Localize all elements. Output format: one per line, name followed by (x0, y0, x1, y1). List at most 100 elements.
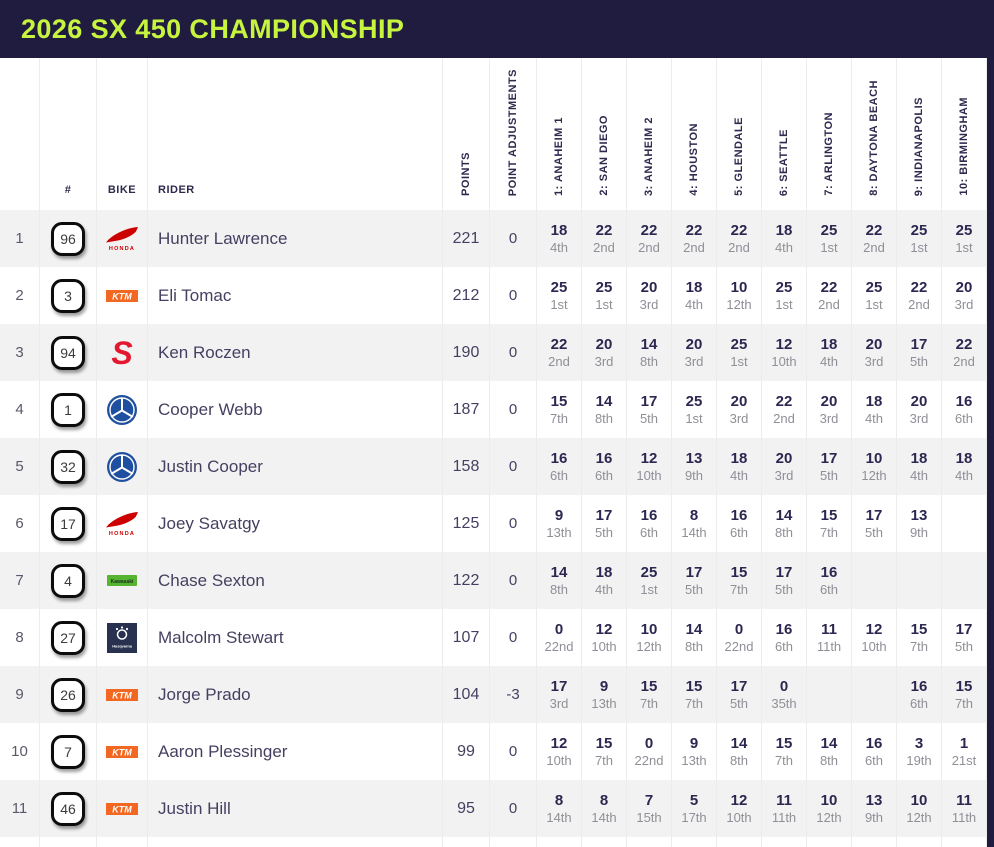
rider-name: Cooper Webb (158, 399, 263, 419)
svg-text:KTM: KTM (112, 804, 132, 814)
round-points: 10 (910, 791, 928, 809)
round-points: 20 (595, 335, 613, 353)
round-points: 8 (599, 791, 609, 809)
round-points: 17 (955, 620, 973, 638)
round-place: 7th (594, 752, 614, 768)
round-place: 6th (819, 581, 839, 597)
round-place: 14th (591, 809, 617, 825)
round-points: 14 (640, 335, 658, 353)
round-result-cell: 20 3rd (627, 267, 672, 324)
round-result-cell: 13 9th (897, 495, 942, 552)
rider-cell: Justin Cooper (148, 438, 443, 495)
svg-text:KTM: KTM (112, 291, 132, 301)
round-points: 22 (865, 221, 883, 239)
bike-cell: KTM (97, 723, 148, 780)
round-points: 25 (640, 563, 658, 581)
rider-name: Chase Sexton (158, 570, 265, 590)
round-place: 1st (955, 239, 973, 255)
round-points: 22 (955, 335, 973, 353)
rider-name: Jorge Prado (158, 684, 251, 704)
round-points: 25 (550, 278, 568, 296)
svg-text:S: S (111, 337, 133, 369)
bike-cell: Husqvarna (97, 609, 148, 666)
round-points: 16 (730, 506, 748, 524)
round-points: 20 (865, 335, 883, 353)
points-cell: 104 (443, 666, 490, 723)
points-column-header: POINTS (443, 58, 490, 210)
round-points: 20 (685, 335, 703, 353)
round-result-cell: 14 8th (807, 723, 852, 780)
round-result-cell: 18 4th (897, 438, 942, 495)
round-result-cell: 11 11th (762, 780, 807, 837)
rider-column-header: RIDER (148, 58, 443, 210)
round-place: 35th (771, 695, 797, 711)
round-points: 9 (599, 677, 609, 695)
round-result-cell: 14 8th (717, 723, 762, 780)
round-points: 17 (550, 677, 568, 695)
table-body: 1 96 HONDA Hunter Lawrence 221 0 18 4th … (0, 210, 987, 847)
round-points: 16 (640, 506, 658, 524)
round-place: 2nd (863, 239, 885, 255)
table-row: 8 27 Husqvarna Malcolm Stewart 107 0 0 2… (0, 609, 987, 666)
round-result-cell: 14 8th (762, 495, 807, 552)
rider-number-cell: 32 (40, 438, 97, 495)
round-result-cell: 13 9th (852, 780, 897, 837)
round-result-cell: 18 4th (762, 210, 807, 267)
round-result-cell-empty (897, 552, 942, 609)
round-result-cell: 17 5th (762, 552, 807, 609)
round-place: 11th (771, 809, 797, 825)
rider-number-badge: 46 (51, 791, 85, 826)
adjustments-cell: 0 (490, 324, 537, 381)
round-place: 1st (730, 353, 748, 369)
bike-cell: HONDA (97, 495, 148, 552)
round-place: 5th (864, 524, 884, 540)
round-place: 1st (595, 296, 613, 312)
round-place: 5th (639, 410, 659, 426)
round-result-cell-empty (717, 837, 762, 847)
adjustments-cell: 0 (490, 495, 537, 552)
table-row: 4 1 Cooper Webb 187 0 15 7th 14 8th (0, 381, 987, 438)
round-result-cell: 17 5th (807, 438, 852, 495)
honda-logo: HONDA (106, 226, 138, 252)
rank-cell: 6 (0, 495, 40, 552)
round-result-cell-empty (942, 552, 987, 609)
round-points: 13 (865, 791, 883, 809)
round-points: 10 (820, 791, 838, 809)
round-place: 5th (684, 581, 704, 597)
round-place: 1st (775, 296, 793, 312)
round-result-cell: 10 12th (852, 438, 897, 495)
round-result-cell: 8 14th (672, 495, 717, 552)
round-result-cell: 17 5th (582, 495, 627, 552)
round-points: 9 (689, 734, 699, 752)
round-points: 18 (685, 278, 703, 296)
round-place: 12th (726, 296, 752, 312)
round-result-cell: 15 7th (627, 666, 672, 723)
rider-cell: Chase Sexton (148, 552, 443, 609)
round-place: 4th (819, 353, 839, 369)
round-place: 8th (774, 524, 794, 540)
round-place: 19th (906, 752, 932, 768)
round-header-3: 3: ANAHEIM 2 (627, 58, 672, 210)
round-points: 12 (595, 620, 613, 638)
adjustments-cell: 0 (490, 438, 537, 495)
rank-cell: 11 (0, 780, 40, 837)
round-place: 7th (684, 695, 704, 711)
round-points: 10 (865, 449, 883, 467)
round-points: 25 (955, 221, 973, 239)
adjustments-cell: -3 (490, 666, 537, 723)
round-place: 2nd (638, 239, 660, 255)
round-place: 4th (909, 467, 929, 483)
round-points: 25 (730, 335, 748, 353)
round-header-9: 9: INDIANAPOLIS (897, 58, 942, 210)
round-points: 15 (550, 392, 568, 410)
round-place: 7th (819, 524, 839, 540)
round-result-cell-empty (762, 837, 807, 847)
round-place: 2nd (683, 239, 705, 255)
rider-number-cell: 3 (40, 267, 97, 324)
round-result-cell: 12 10th (582, 609, 627, 666)
round-result-cell: 20 3rd (852, 324, 897, 381)
round-place: 9th (684, 467, 704, 483)
round-place: 3rd (774, 467, 794, 483)
round-result-cell: 16 6th (582, 438, 627, 495)
adjustments-cell (490, 837, 537, 847)
